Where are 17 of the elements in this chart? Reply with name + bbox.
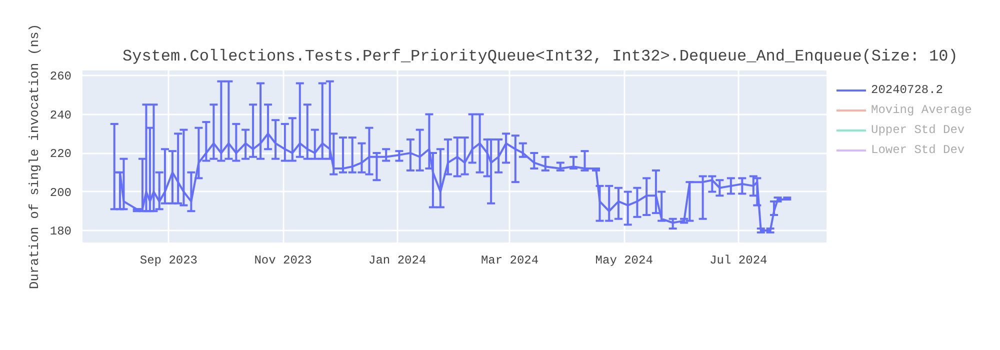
x-tick-label: May 2024	[595, 254, 653, 268]
y-tick-label: 260	[50, 70, 72, 84]
legend-label: Moving Average	[871, 103, 973, 117]
y-axis-title: Duration of single invocation (ns)	[26, 24, 42, 290]
y-tick-label: 200	[50, 186, 72, 200]
legend-label: Lower Std Dev	[871, 143, 966, 157]
legend-label: Upper Std Dev	[871, 123, 966, 137]
y-tick-label: 220	[50, 147, 72, 162]
x-tick-label: Jul 2024	[710, 254, 768, 268]
x-tick-label: Sep 2023	[140, 254, 198, 268]
y-tick-label: 180	[50, 224, 72, 238]
y-tick-label: 240	[50, 108, 72, 122]
chart-title: System.Collections.Tests.Perf_PriorityQueue<Int32, Int32>.Dequeue_And_Enqueue(Size: 10)	[122, 48, 958, 66]
x-tick-label: Mar 2024	[480, 254, 539, 268]
legend-label: 20240728.2	[871, 83, 944, 97]
x-tick-label: Jan 2024	[368, 254, 426, 268]
x-tick-label: Nov 2023	[254, 254, 312, 268]
